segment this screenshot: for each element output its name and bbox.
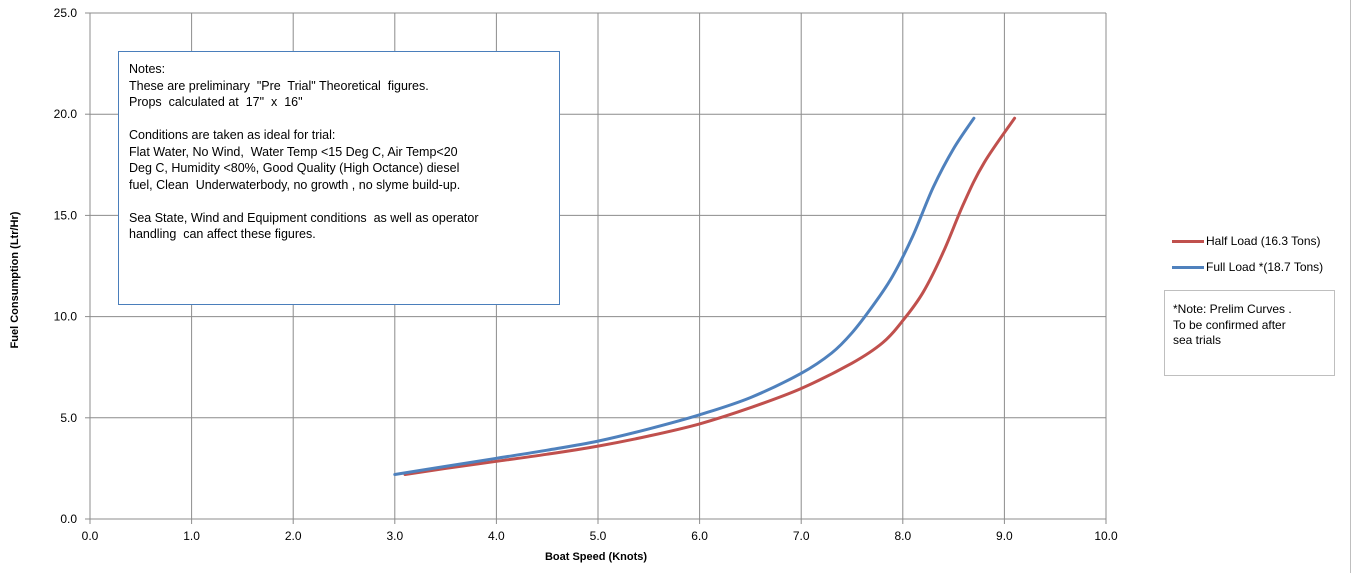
x-tick-label: 9.0 [996,529,1013,543]
series-line-half-load [403,116,1017,476]
y-tick-label: 5.0 [60,411,77,425]
x-tick-label: 2.0 [285,529,302,543]
y-tick-label: 15.0 [54,208,78,222]
notes-line [129,193,549,210]
y-axis-title: Fuel Consumption (Ltr/Hr) [9,211,21,348]
notes-line: fuel, Clean Underwaterbody, no growth , … [129,177,461,192]
series-line-full-load [393,116,976,476]
prelim-note-line: sea trials [1173,333,1222,347]
divider [1350,0,1351,573]
y-tick-label: 0.0 [60,512,77,526]
legend-swatch-half-load [1172,239,1204,243]
legend-item-half-load: Half Load (16.3 Tons) [1172,228,1323,254]
notes-line: Deg C, Humidity <80%, Good Quality (High… [129,161,460,175]
y-tick-label: 10.0 [54,310,78,324]
legend-item-full-load: Full Load *(18.7 Tons) [1172,254,1323,280]
y-tick-label: 25.0 [54,6,78,20]
tick-labels: 0.0 1.0 2.0 3.0 4.0 5.0 6.0 7.0 8.0 9.0 10.0 0.0 5.0… [54,6,1118,543]
x-tick-label: 7.0 [793,529,810,543]
axes [85,12,1107,524]
series-lines [393,116,1017,476]
notes-line: Flat Water, No Wind, Water Temp <15 Deg … [129,144,458,159]
x-tick-label: 4.0 [488,529,505,543]
notes-box: Notes: These are preliminary "Pre Trial" … [118,51,560,305]
notes-line [129,111,549,128]
legend: Half Load (16.3 Tons) Full Load *(18.7 T… [1172,228,1323,280]
notes-line: Sea State, Wind and Equipment conditions… [129,210,479,225]
x-tick-label: 8.0 [894,529,911,543]
legend-label-full-load: Full Load *(18.7 Tons) [1206,260,1324,274]
notes-line: Conditions are taken as ideal for trial: [129,128,336,142]
y-tick-label: 20.0 [54,107,78,121]
prelim-note-line: *Note: Prelim Curves . [1173,302,1292,316]
notes-line: Notes: [129,62,166,76]
x-tick-label: 3.0 [386,529,403,543]
x-tick-label: 5.0 [590,529,607,543]
legend-swatch-full-load [1172,265,1204,269]
x-tick-label: 10.0 [1094,529,1118,543]
x-tick-label: 6.0 [691,529,708,543]
x-axis-title: Boat Speed (Knots) [545,551,647,563]
x-tick-label: 0.0 [82,529,99,543]
x-tick-label: 1.0 [183,529,200,543]
notes-line: Props calculated at 17" x 16" [129,95,303,109]
prelim-note-box: *Note: Prelim Curves . To be confirmed af… [1164,290,1335,376]
notes-line: handling can affect these figures. [129,227,316,241]
prelim-note-line: To be confirmed after [1173,317,1286,332]
notes-line: These are preliminary "Pre Trial" Theore… [129,78,429,93]
legend-label-half-load: Half Load (16.3 Tons) [1206,234,1321,248]
